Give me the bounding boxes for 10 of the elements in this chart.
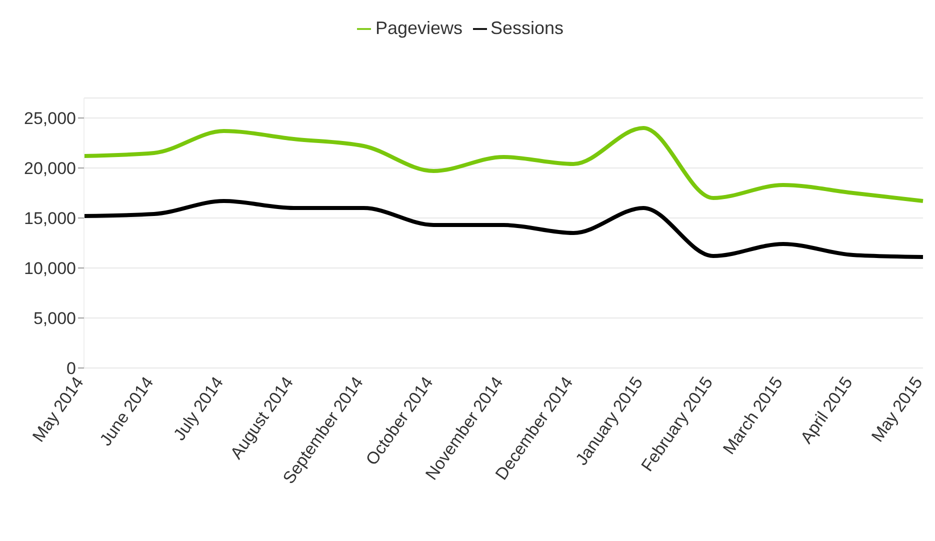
y-tick-label: 15,000 xyxy=(24,209,76,228)
line-series xyxy=(82,126,925,203)
line-series xyxy=(82,199,925,259)
y-tick-label: 25,000 xyxy=(24,109,76,128)
y-tick-label: 20,000 xyxy=(24,159,76,178)
y-tick-label: 10,000 xyxy=(24,259,76,278)
y-tick-label: 5,000 xyxy=(33,309,76,328)
legend-label: Sessions xyxy=(490,18,564,38)
legend-label: Pageviews xyxy=(375,18,462,38)
y-tick-label: 0 xyxy=(66,359,76,378)
